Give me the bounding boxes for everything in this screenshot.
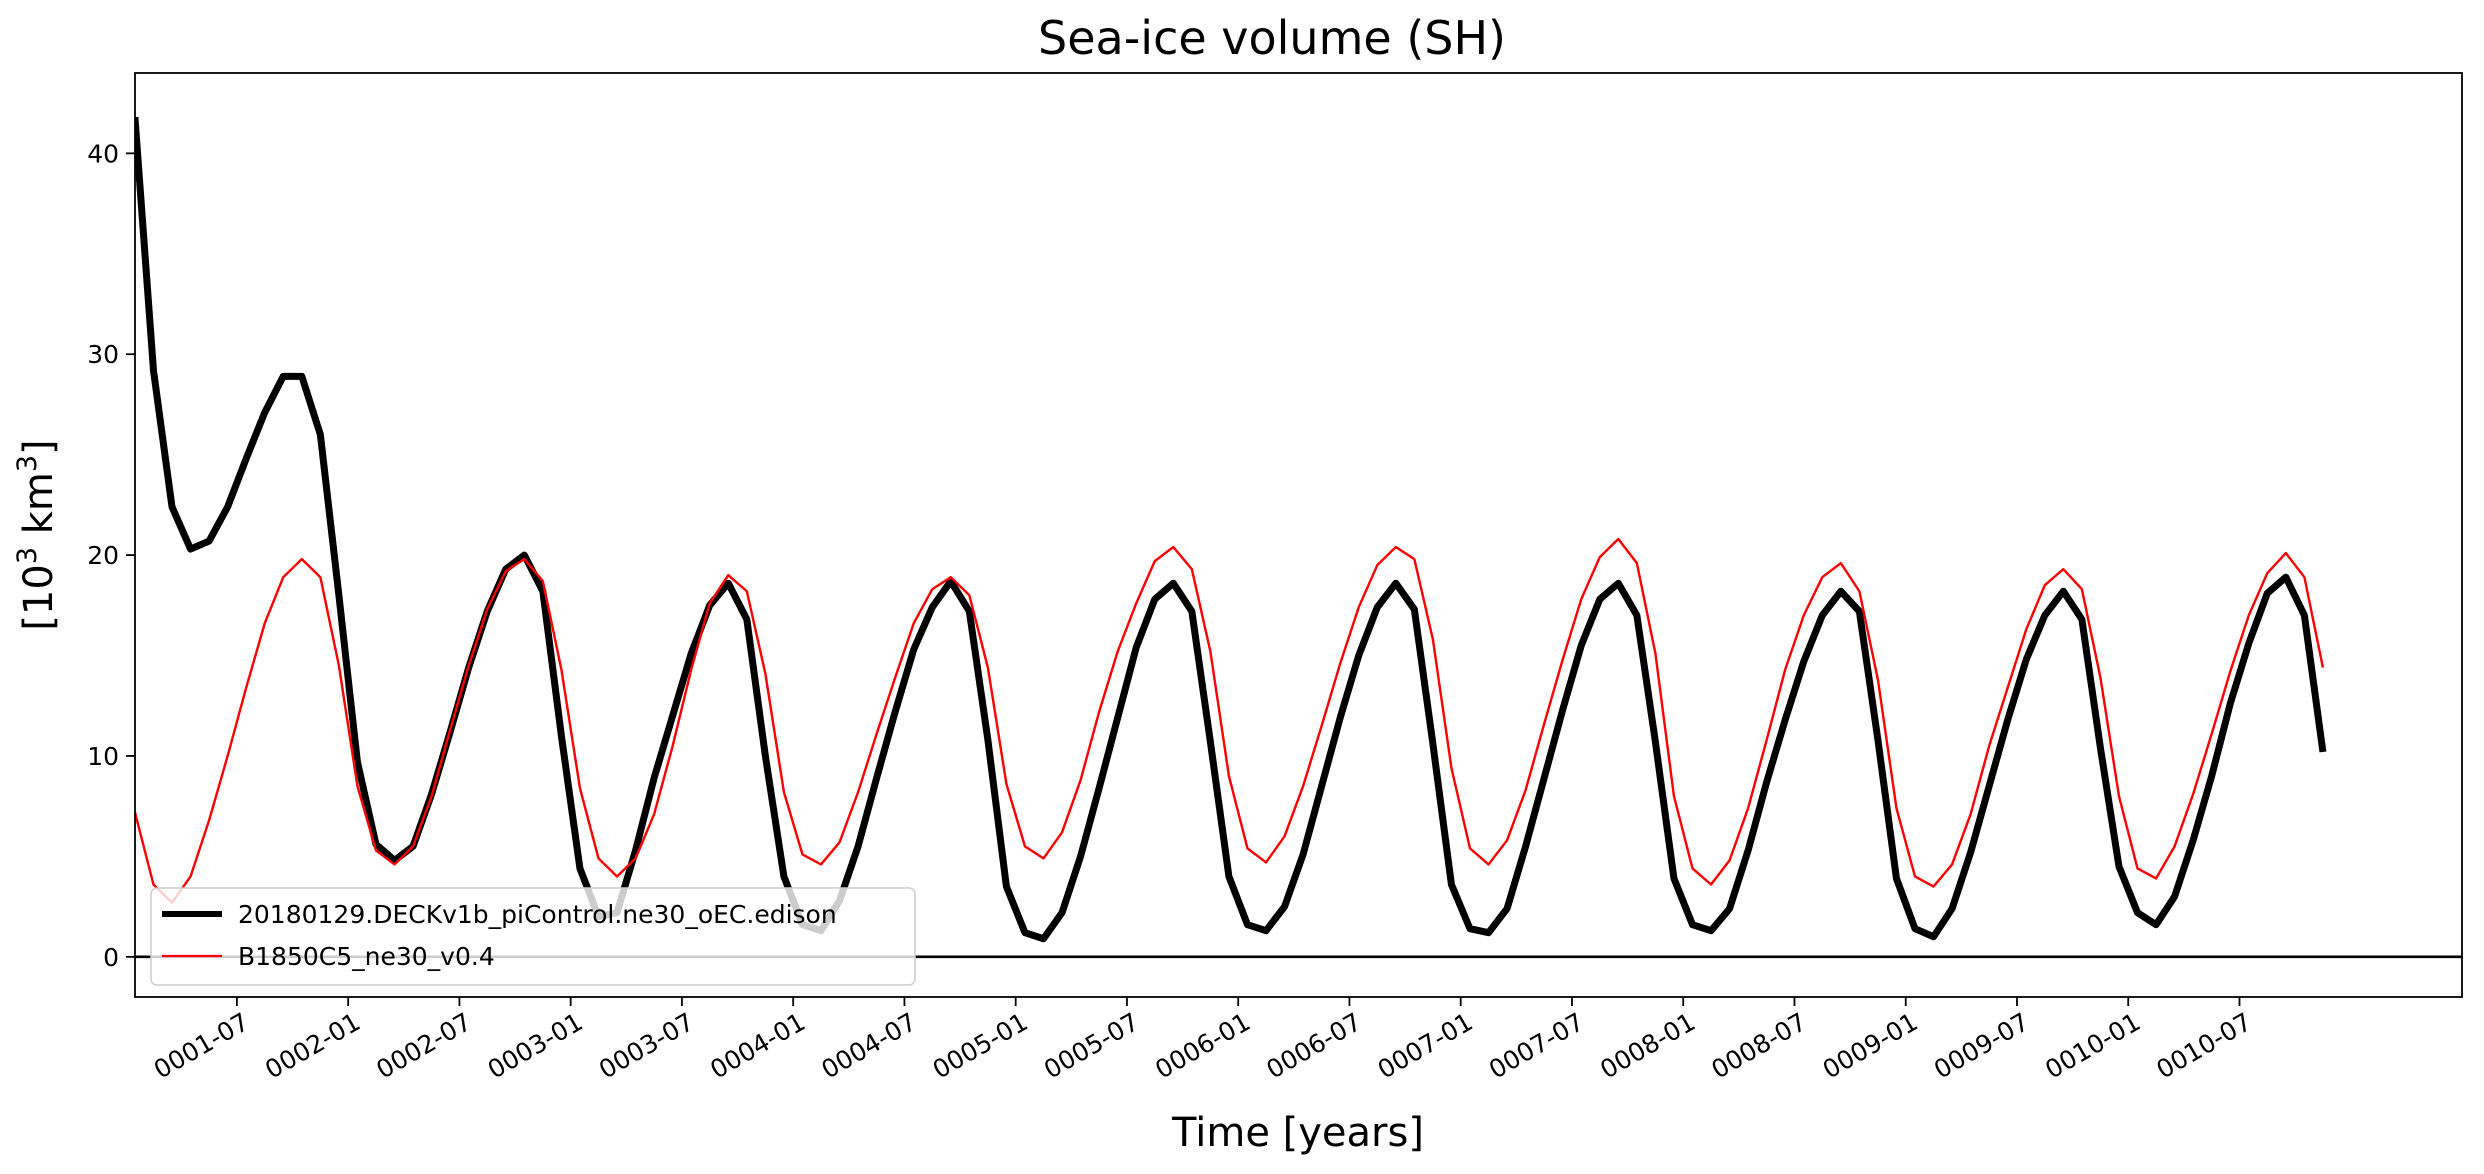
- y-tick-label: 0: [103, 943, 119, 972]
- chart-title: Sea-ice volume (SH): [1038, 11, 1506, 65]
- y-tick-label: 10: [87, 742, 119, 771]
- series-group: [135, 116, 2327, 943]
- y-axis-label: [103 km3]: [12, 439, 62, 630]
- y-tick-label: 30: [87, 340, 119, 369]
- y-axis-label-sup1: 3: [12, 547, 43, 564]
- legend-box: [150, 887, 916, 986]
- y-ticks: 0 10 20 30 40: [87, 139, 135, 972]
- y-axis-label-base: [10: [16, 564, 62, 631]
- plot-frame: [134, 72, 2463, 998]
- legend-label-series-2: B1850C5_ne30_v0.4: [238, 942, 495, 971]
- series-line-2: [135, 537, 2325, 904]
- x-axis-label: Time [years]: [1171, 1110, 1424, 1156]
- legend-label-series-1: 20180129.DECKv1b_piControl.ne30_oEC.edis…: [238, 900, 837, 929]
- y-axis-label-sup2: 3: [12, 455, 43, 472]
- y-axis-label-end: ]: [16, 439, 62, 455]
- y-tick-label: 40: [87, 139, 119, 168]
- y-tick-label: 20: [87, 541, 119, 570]
- legend: 20180129.DECKv1b_piControl.ne30_oEC.edis…: [150, 887, 916, 986]
- y-axis-label-mid: km: [16, 472, 62, 547]
